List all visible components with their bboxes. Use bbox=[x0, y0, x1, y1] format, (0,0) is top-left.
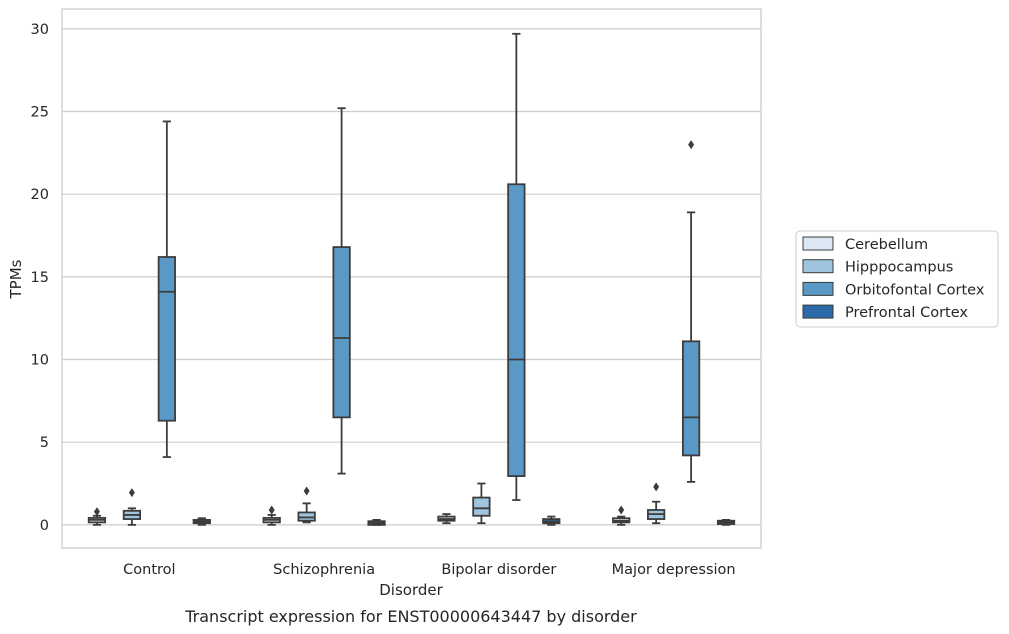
legend-label: Prefrontal Cortex bbox=[845, 305, 968, 321]
box-group bbox=[681, 140, 701, 483]
marks-layer bbox=[87, 32, 736, 526]
box-group bbox=[716, 518, 736, 526]
box-group bbox=[437, 513, 456, 525]
y-tick-label: 5 bbox=[40, 435, 49, 451]
box-group bbox=[542, 515, 561, 526]
box-group bbox=[192, 517, 211, 526]
legend: Cerebellum Hipppocampus Orbitofontal Corte… bbox=[795, 230, 999, 328]
box bbox=[681, 340, 701, 457]
box-group bbox=[367, 518, 386, 526]
box-group bbox=[297, 486, 316, 524]
box bbox=[472, 496, 491, 517]
box-group bbox=[122, 488, 142, 526]
outlier-point bbox=[618, 505, 625, 515]
legend-swatch bbox=[802, 236, 834, 251]
outlier-point bbox=[303, 486, 310, 496]
legend-swatch bbox=[802, 304, 834, 319]
x-tick-label: Bipolar disorder bbox=[441, 562, 556, 578]
box-group bbox=[647, 482, 666, 525]
box-group bbox=[157, 120, 176, 458]
x-tick-label: Schizophrenia bbox=[273, 562, 375, 578]
y-tick-label: 20 bbox=[31, 187, 49, 203]
legend-label: Hipppocampus bbox=[845, 260, 953, 276]
y-tick-label: 25 bbox=[31, 105, 49, 121]
y-tick-label: 15 bbox=[31, 270, 49, 286]
x-tick-label: Major depression bbox=[612, 562, 736, 578]
box bbox=[507, 183, 526, 477]
box bbox=[332, 246, 351, 419]
x-tick-label: Control bbox=[123, 562, 175, 578]
box-group bbox=[87, 507, 107, 526]
box-group bbox=[472, 482, 491, 525]
legend-swatch bbox=[802, 259, 834, 274]
box-group bbox=[612, 505, 631, 526]
ticks-layer: 0 5 10 15 20 25 30 Control Schizophrenia Bipolar … bbox=[31, 22, 736, 578]
legend-frame bbox=[795, 230, 999, 328]
outlier-point bbox=[128, 488, 135, 498]
y-tick-label: 10 bbox=[31, 353, 49, 369]
outlier-point bbox=[93, 507, 100, 517]
outlier-point bbox=[653, 482, 660, 492]
y-axis-title: TPMs bbox=[7, 259, 25, 299]
legend-label: Orbitofontal Cortex bbox=[845, 282, 985, 298]
y-tick-label: 0 bbox=[40, 518, 49, 534]
chart-caption: Transcript expression for ENST0000064344… bbox=[184, 607, 637, 626]
box bbox=[157, 256, 176, 422]
legend-label: Cerebellum bbox=[845, 237, 928, 253]
box-group bbox=[332, 107, 351, 475]
outlier-point bbox=[268, 505, 275, 515]
box-group bbox=[262, 505, 281, 526]
outlier-point bbox=[688, 140, 695, 150]
y-tick-label: 30 bbox=[31, 22, 49, 38]
box-group bbox=[507, 32, 526, 501]
plot-frame bbox=[61, 8, 762, 549]
grid-layer bbox=[62, 28, 761, 526]
legend-swatch bbox=[802, 281, 834, 296]
x-axis-title: Disorder bbox=[379, 581, 443, 599]
